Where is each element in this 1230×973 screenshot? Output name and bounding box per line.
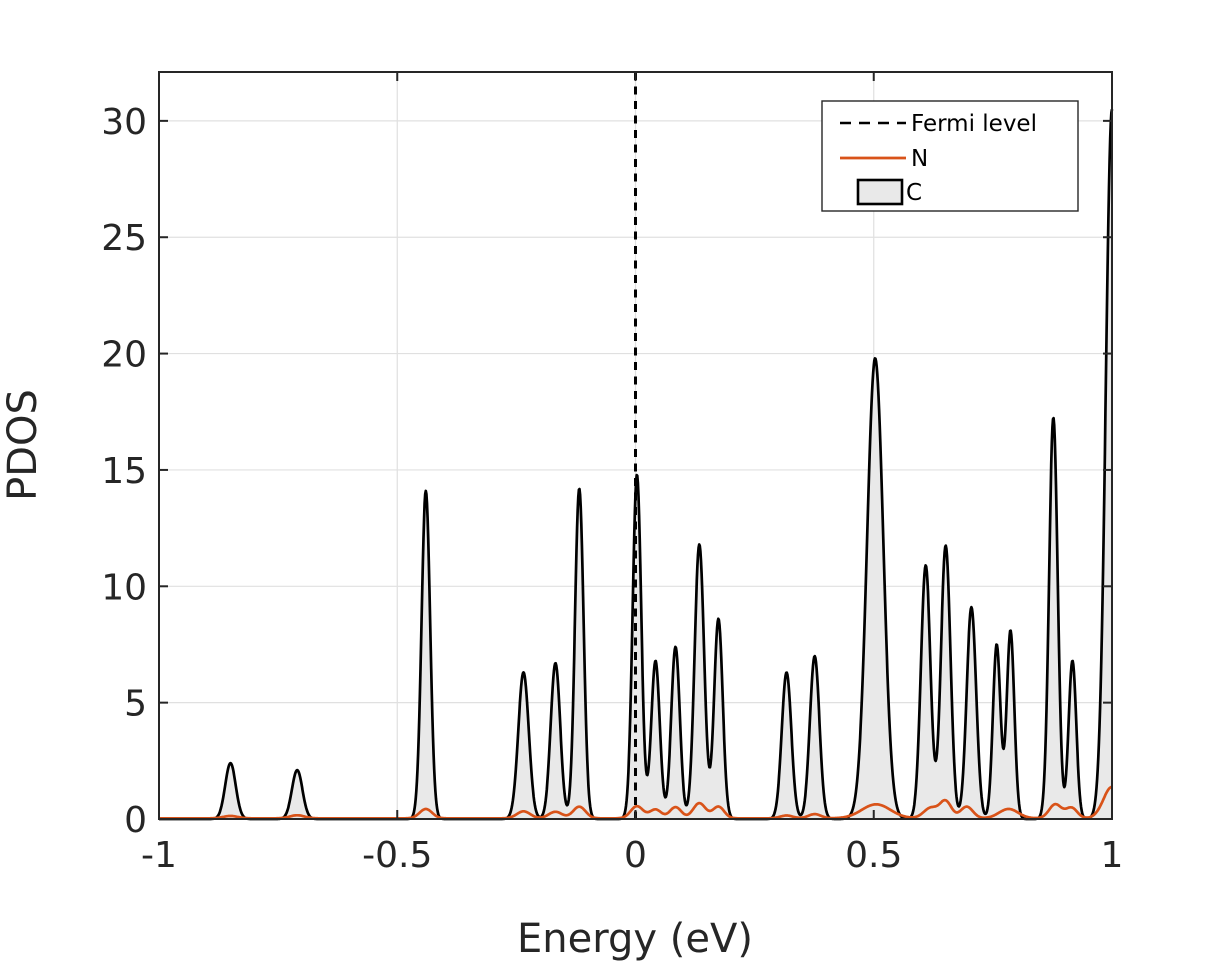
x-tick-label: -1: [141, 835, 177, 876]
x-tick-labels: -1 -0.5 0 0.5 1: [141, 835, 1123, 876]
y-tick-label: 30: [101, 102, 147, 143]
x-tick-label: 0: [624, 835, 647, 876]
y-tick-label: 0: [124, 800, 147, 841]
y-tick-label: 25: [101, 218, 147, 259]
x-tick-label: -0.5: [362, 835, 432, 876]
c-area-fill: [159, 109, 1112, 819]
tick-marks: [158, 72, 1113, 820]
legend: Fermi level N C: [821, 100, 1079, 212]
legend-fermi-label: Fermi level: [911, 111, 1037, 137]
x-tick-label: 1: [1101, 835, 1124, 876]
x-axis-label: Energy (eV): [517, 916, 753, 962]
legend-n-label: N: [911, 146, 928, 172]
y-tick-labels: 0 5 10 15 20 25 30: [101, 102, 147, 841]
y-tick-label: 15: [101, 451, 147, 492]
x-tick-label: 0.5: [845, 835, 902, 876]
y-axis-label: PDOS: [0, 389, 46, 501]
legend-c-patch: [856, 178, 904, 206]
legend-c-label: C: [906, 180, 922, 206]
y-tick-label: 10: [101, 567, 147, 608]
y-tick-label: 20: [101, 335, 147, 376]
y-tick-label: 5: [124, 684, 147, 725]
